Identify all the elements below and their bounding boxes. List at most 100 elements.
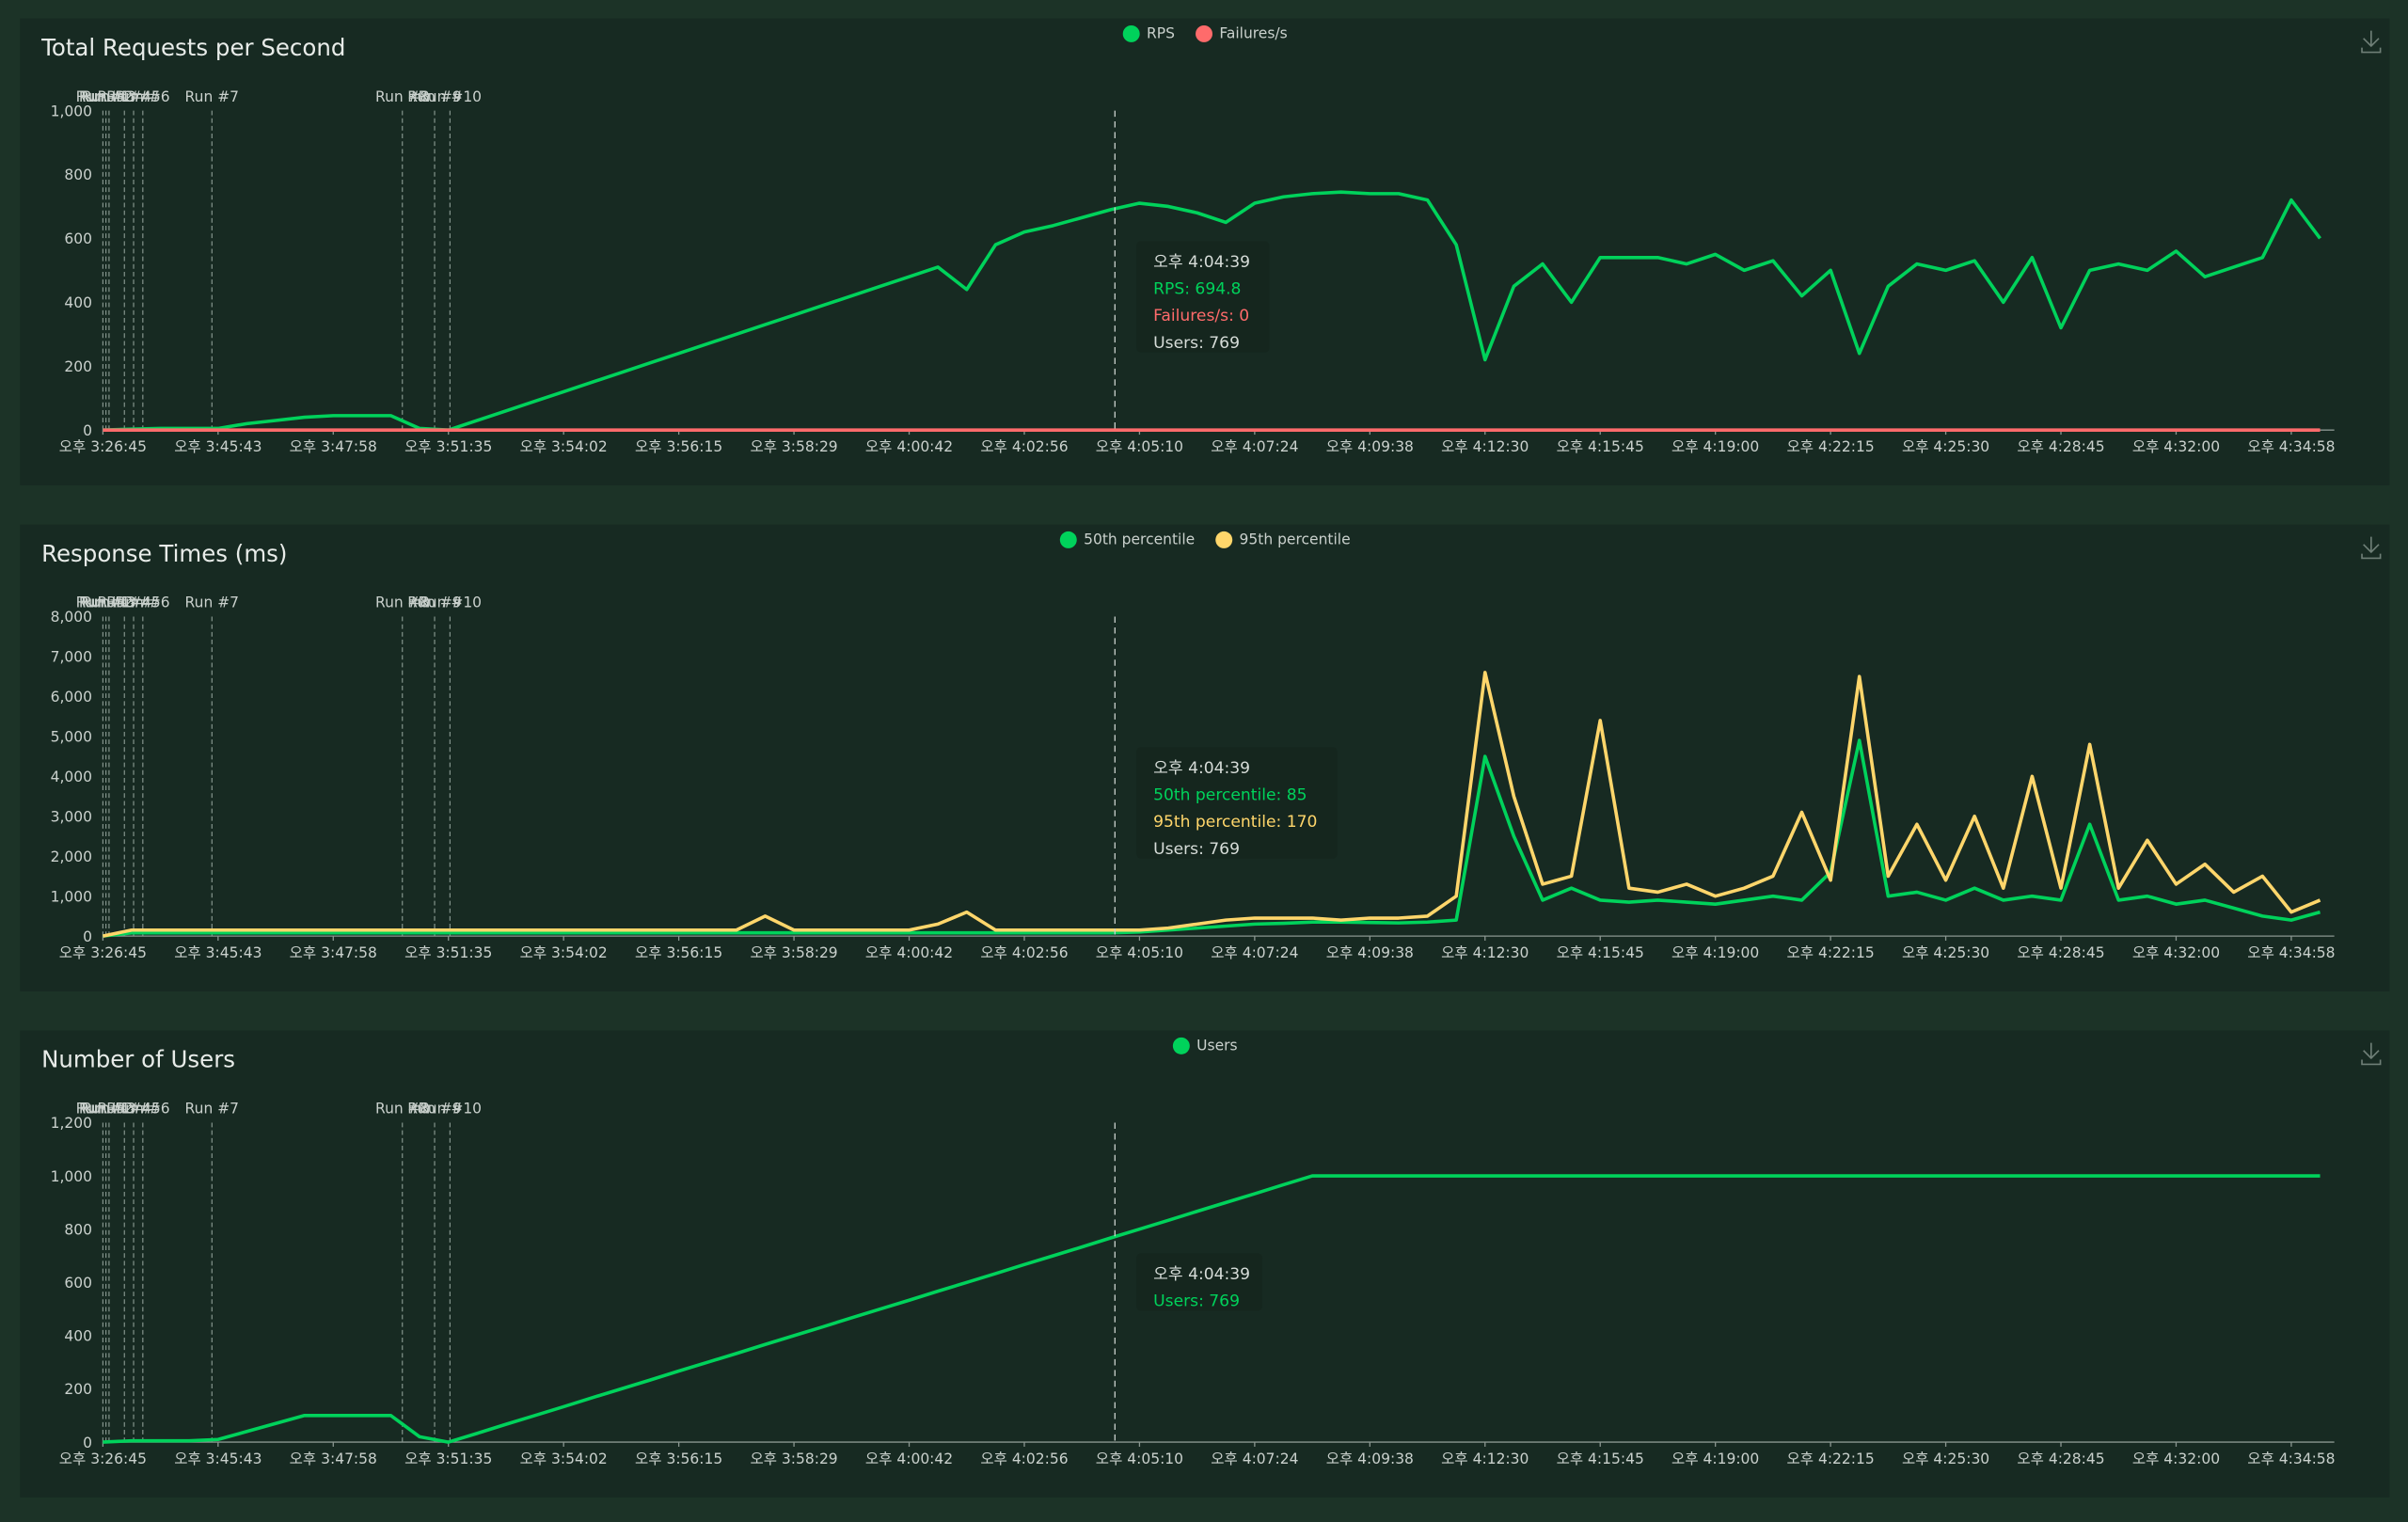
x-tick-label: 오후 4:15:45 <box>1557 944 1644 961</box>
legend-marker[interactable] <box>1122 24 1140 42</box>
x-tick-label: 오후 3:26:45 <box>59 944 147 961</box>
x-tick-label: 오후 4:25:30 <box>1902 944 1989 961</box>
legend-label[interactable]: 50th percentile <box>1084 531 1195 547</box>
x-tick-label: 오후 4:28:45 <box>2017 944 2104 961</box>
x-tick-label: 오후 3:56:15 <box>635 438 722 455</box>
x-tick-label: 오후 4:02:56 <box>980 438 1068 455</box>
chart-title: Response Times (ms) <box>41 540 287 567</box>
x-tick-label: 오후 4:09:38 <box>1326 944 1414 961</box>
run-marker-label: Run #5 <box>106 1101 160 1118</box>
run-marker-label: Run #2 <box>79 1101 133 1118</box>
run-marker-label: Run #9 <box>407 1101 462 1118</box>
x-tick-label: 오후 4:02:56 <box>980 1451 1068 1467</box>
y-tick-label: 1,000 <box>51 888 92 905</box>
legend-label[interactable]: Users <box>1196 1037 1237 1054</box>
series-line <box>103 1174 2321 1444</box>
x-tick-label: 오후 4:00:42 <box>865 944 953 961</box>
x-tick-label: 오후 4:05:10 <box>1096 944 1183 961</box>
chart-panel: Total Requests per Second 0 200 400 600 800 1,… <box>20 18 2390 485</box>
legend-marker[interactable] <box>1196 24 1213 42</box>
x-tick-label: 오후 4:07:24 <box>1211 944 1298 961</box>
x-tick-label: 오후 3:45:43 <box>174 438 261 455</box>
legend-marker[interactable] <box>1172 1037 1190 1054</box>
y-tick-label: 200 <box>64 1381 92 1398</box>
download-icon <box>2361 30 2382 54</box>
y-tick-label: 400 <box>64 294 92 311</box>
x-tick-label: 오후 4:19:00 <box>1671 944 1759 961</box>
x-tick-label: 오후 4:34:58 <box>2247 438 2335 455</box>
legend-label[interactable]: 95th percentile <box>1240 531 1351 547</box>
x-tick-label: 오후 3:26:45 <box>59 438 147 455</box>
run-marker-label: Run #9 <box>407 595 462 611</box>
x-tick-label: 오후 4:12:30 <box>1441 438 1529 455</box>
series-line <box>103 671 2321 938</box>
x-tick-label: 오후 3:51:35 <box>404 1451 492 1467</box>
run-marker-label: Run #1 <box>76 88 130 105</box>
x-tick-label: 오후 3:56:15 <box>635 1451 722 1467</box>
x-tick-label: 오후 4:02:56 <box>980 944 1068 961</box>
tooltip-item: Users: 769 <box>1153 840 1240 859</box>
x-tick-label: 오후 3:26:45 <box>59 1451 147 1467</box>
y-tick-label: 6,000 <box>51 689 92 706</box>
x-tick-label: 오후 4:22:15 <box>1787 944 1875 961</box>
x-tick-label: 오후 3:45:43 <box>174 944 261 961</box>
x-tick-label: 오후 4:15:45 <box>1557 1451 1644 1467</box>
download-icon <box>2361 536 2382 560</box>
run-marker-label: Run #1 <box>76 595 130 611</box>
x-tick-label: 오후 4:32:00 <box>2132 1451 2220 1467</box>
run-marker-label: Run #10 <box>419 88 482 105</box>
x-tick-label: 오후 4:32:00 <box>2132 944 2220 961</box>
x-tick-label: 오후 4:05:10 <box>1096 1451 1183 1467</box>
run-marker-label: Run #4 <box>97 1101 151 1118</box>
x-tick-label: 오후 3:58:29 <box>750 1451 837 1467</box>
legend-label[interactable]: Failures/s <box>1219 24 1287 41</box>
y-tick-label: 800 <box>64 166 92 183</box>
tooltip-box <box>1136 241 1270 353</box>
x-tick-label: 오후 4:32:00 <box>2132 438 2220 455</box>
x-tick-label: 오후 4:09:38 <box>1326 1451 1414 1467</box>
x-tick-label: 오후 4:34:58 <box>2247 1451 2335 1467</box>
x-tick-label: 오후 3:51:35 <box>404 438 492 455</box>
run-marker-label: Run #10 <box>419 1101 482 1118</box>
download-button[interactable] <box>2361 30 2382 54</box>
run-marker-label: Run #8 <box>375 88 430 105</box>
run-marker-label: Run #5 <box>106 595 160 611</box>
y-tick-label: 0 <box>83 422 92 439</box>
run-marker-label: Run #2 <box>79 88 133 105</box>
x-tick-label: 오후 3:47:58 <box>290 438 377 455</box>
download-button[interactable] <box>2361 536 2382 560</box>
x-tick-label: 오후 3:54:02 <box>520 1451 608 1467</box>
legend: Users <box>1172 1037 1238 1054</box>
y-tick-label: 400 <box>64 1328 92 1345</box>
legend-marker[interactable] <box>1215 531 1233 548</box>
legend-marker[interactable] <box>1059 531 1077 548</box>
series-line <box>103 190 2321 432</box>
x-tick-label: 오후 4:25:30 <box>1902 1451 1989 1467</box>
x-tick-label: 오후 4:07:24 <box>1211 438 1298 455</box>
x-tick-label: 오후 4:25:30 <box>1902 438 1989 455</box>
run-marker-label: Run #7 <box>185 88 239 105</box>
x-tick-label: 오후 4:22:15 <box>1787 438 1875 455</box>
x-tick-label: 오후 3:54:02 <box>520 944 608 961</box>
legend: 50th percentile 95th percentile <box>1059 531 1351 548</box>
x-tick-label: 오후 3:58:29 <box>750 944 837 961</box>
y-tick-label: 8,000 <box>51 609 92 626</box>
run-marker-label: Run #2 <box>79 595 133 611</box>
x-tick-label: 오후 4:00:42 <box>865 1451 953 1467</box>
x-tick-label: 오후 4:00:42 <box>865 438 953 455</box>
legend-label[interactable]: RPS <box>1147 24 1175 41</box>
x-tick-label: 오후 4:34:58 <box>2247 944 2335 961</box>
x-tick-label: 오후 4:12:30 <box>1441 944 1529 961</box>
chart-title: Number of Users <box>41 1046 235 1073</box>
y-tick-label: 2,000 <box>51 848 92 865</box>
run-marker-label: Run #1 <box>76 1101 130 1118</box>
x-tick-label: 오후 3:45:43 <box>174 1451 261 1467</box>
tooltip-item: 95th percentile: 170 <box>1153 813 1317 832</box>
x-tick-label: 오후 4:07:24 <box>1211 1451 1298 1467</box>
tooltip-box <box>1136 1253 1263 1311</box>
download-button[interactable] <box>2361 1042 2382 1066</box>
y-tick-label: 5,000 <box>51 729 92 746</box>
run-marker-label: Run #9 <box>407 88 462 105</box>
x-tick-label: 오후 4:28:45 <box>2017 1451 2104 1467</box>
run-marker-label: Run #7 <box>185 1101 239 1118</box>
